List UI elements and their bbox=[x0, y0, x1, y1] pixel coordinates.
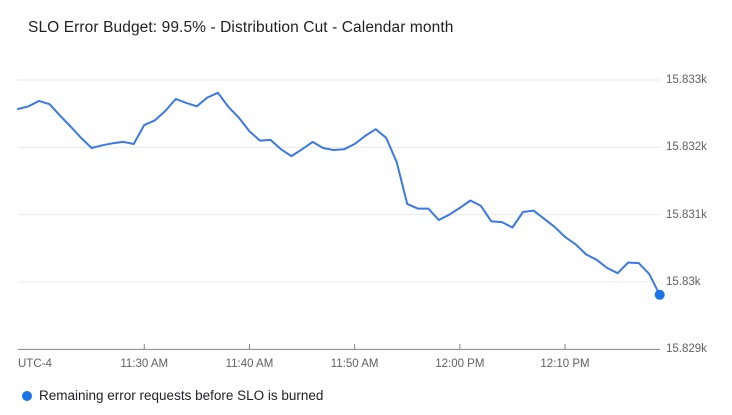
x-axis-label: 11:40 AM bbox=[225, 358, 274, 370]
x-axis-label: 11:30 AM bbox=[120, 358, 169, 370]
y-axis-label: 15.833k bbox=[666, 74, 707, 86]
y-axis-label: 15.83k bbox=[666, 275, 701, 288]
y-axis-label: 15.829k bbox=[666, 343, 707, 356]
y-axis-label: 15.831k bbox=[666, 208, 707, 221]
timezone-label: UTC-4 bbox=[18, 358, 52, 370]
x-axis-label: 12:10 PM bbox=[540, 358, 590, 370]
chart-title: SLO Error Budget: 99.5% - Distribution C… bbox=[28, 19, 454, 36]
legend-label: Remaining error requests before SLO is b… bbox=[39, 388, 324, 403]
x-axis-label: 11:50 AM bbox=[330, 358, 379, 370]
legend-item[interactable]: Remaining error requests before SLO is b… bbox=[22, 388, 323, 403]
y-axis-label: 15.832k bbox=[666, 141, 707, 154]
x-axis-label: 12:00 PM bbox=[435, 358, 485, 370]
latest-value-dot bbox=[654, 289, 665, 300]
series-line bbox=[17, 91, 661, 296]
legend-circle-icon bbox=[22, 390, 32, 401]
